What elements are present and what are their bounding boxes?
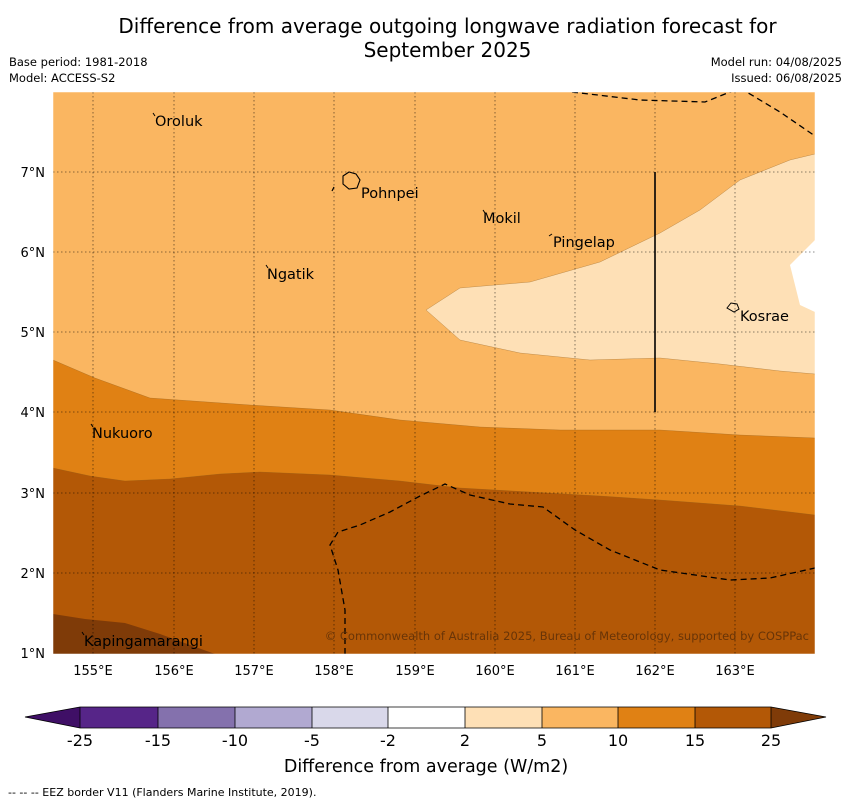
lat-label: 4°N: [21, 406, 46, 421]
model-run-text: Model run: 04/08/2025: [710, 55, 842, 69]
band-above-25: [53, 614, 215, 654]
anomaly-field: Oroluk Pohnpei Mokil Pingelap Ngatik Kos…: [53, 92, 815, 654]
place-label-pohnpei: Pohnpei: [361, 186, 419, 202]
island-markers: [81, 112, 553, 636]
map-frame: [52, 91, 816, 655]
contour-lines: [53, 153, 815, 516]
lon-label: 158°E: [314, 664, 354, 679]
colorbar-tick-label: 5: [537, 731, 547, 750]
band-2-5: [426, 154, 815, 374]
place-label-mokil: Mokil: [483, 211, 521, 227]
place-label-ngatik: Ngatik: [267, 267, 315, 283]
colorbar-tick-label: -15: [145, 731, 171, 750]
colorbar-tick-label: 15: [685, 731, 705, 750]
colorbar-segment: [542, 707, 618, 728]
base-period-text: Base period: 1981-2018: [9, 55, 148, 69]
copyright-text: © Commonwealth of Australia 2025, Bureau…: [325, 629, 809, 643]
band-neutral: [790, 240, 815, 312]
place-label-kapingamarangi: Kapingamarangi: [84, 634, 203, 650]
colorbar-low-extension: [25, 707, 80, 728]
lat-label: 2°N: [21, 567, 46, 582]
meta-left: Base period: 1981-2018 Model: ACCESS-S2: [9, 54, 148, 86]
colorbar-tick-label: -10: [222, 731, 248, 750]
place-label-nukuoro: Nukuoro: [92, 426, 153, 442]
colorbar-tick-label: -5: [304, 731, 320, 750]
colorbar-tick-label: 10: [608, 731, 628, 750]
lon-label: 159°E: [395, 664, 435, 679]
issued-text: Issued: 06/08/2025: [731, 71, 842, 85]
lon-label: 161°E: [555, 664, 595, 679]
lon-label: 160°E: [475, 664, 515, 679]
band-15-25: [53, 468, 815, 654]
colorbar-segment: [80, 707, 158, 728]
place-label-kosrae: Kosrae: [740, 309, 789, 325]
colorbar-dividers: [79, 707, 772, 728]
lat-label: 3°N: [21, 487, 46, 502]
lon-label: 157°E: [234, 664, 274, 679]
lat-label: 1°N: [21, 647, 46, 662]
colorbar-segment: [235, 707, 312, 728]
colorbar-ticks: -25 -15 -10 -5 -2 2 5 10 15 25: [67, 731, 781, 750]
colorbar-segment: [465, 707, 542, 728]
place-label-oroluk: Oroluk: [155, 114, 203, 130]
longitude-labels: 155°E 156°E 157°E 158°E 159°E 160°E 161°…: [73, 664, 755, 679]
colorbar-segment: [312, 707, 388, 728]
atoll-marker: [331, 186, 335, 192]
colorbar-segment: [388, 707, 465, 728]
graticule: [53, 92, 815, 654]
colorbar-segment: [158, 707, 235, 728]
model-text: Model: ACCESS-S2: [9, 71, 116, 85]
title-line-2: September 2025: [363, 38, 532, 62]
colorbar-tick-label: -2: [380, 731, 396, 750]
pohnpei-coastline: [342, 171, 361, 190]
colorbar: -25 -15 -10 -5 -2 2 5 10 15 25 Differenc…: [24, 706, 827, 777]
place-label-pingelap: Pingelap: [553, 235, 615, 251]
colorbar-title: Difference from average (W/m2): [284, 757, 568, 777]
eez-footnote: -- -- -- EEZ border V11 (Flanders Marine…: [8, 786, 317, 799]
colorbar-tick-label: 2: [460, 731, 470, 750]
kosrae-coastline: [726, 302, 740, 313]
lon-label: 162°E: [635, 664, 675, 679]
latitude-labels: 7°N 6°N 5°N 4°N 3°N 2°N 1°N: [21, 166, 46, 662]
colorbar-tick-label: 25: [761, 731, 781, 750]
colorbar-segment: [695, 707, 771, 728]
lon-label: 163°E: [715, 664, 755, 679]
lat-label: 7°N: [21, 166, 46, 181]
chart-title: Difference from average outgoing longwav…: [0, 14, 850, 62]
eez-border: [329, 92, 815, 654]
lat-label: 6°N: [21, 246, 46, 261]
lat-label: 5°N: [21, 326, 46, 341]
colorbar-tick-label: -25: [67, 731, 93, 750]
colorbar-high-extension: [771, 707, 826, 728]
lon-label: 155°E: [73, 664, 113, 679]
lon-label: 156°E: [154, 664, 194, 679]
meta-right: Model run: 04/08/2025 Issued: 06/08/2025: [711, 54, 842, 86]
colorbar-segment: [618, 707, 695, 728]
title-line-1: Difference from average outgoing longwav…: [118, 14, 777, 38]
